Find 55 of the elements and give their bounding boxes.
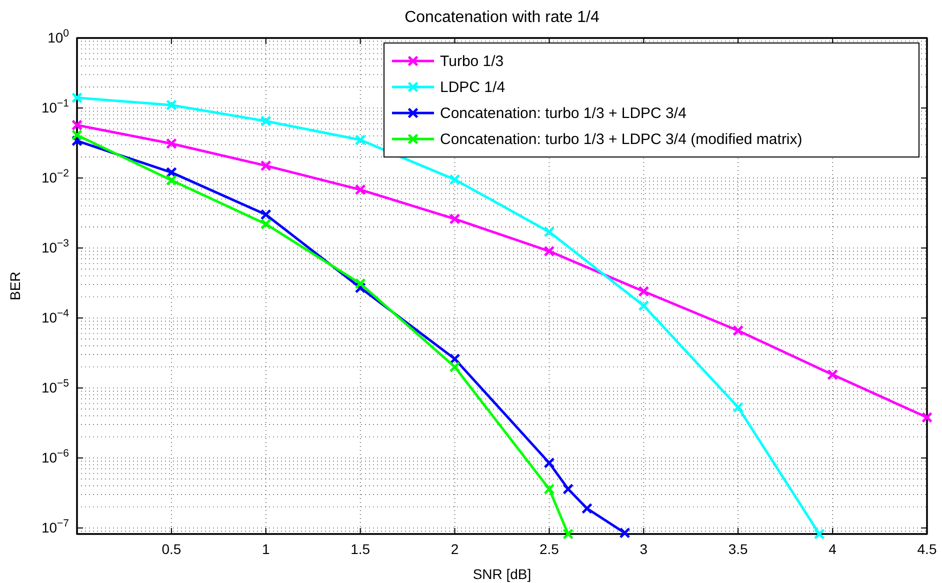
point (732, 325, 744, 336)
point (71, 120, 83, 131)
point (71, 130, 83, 141)
x-axis-title: SNR [dB] (472, 566, 532, 582)
point (260, 218, 272, 230)
y-tick-label: 10$^{−4}$ (41, 307, 70, 326)
point (354, 134, 366, 146)
point (354, 278, 366, 290)
point (562, 483, 574, 495)
y-tick-label: 10$^{−3}$ (41, 237, 70, 256)
y-tick-label: 10$^{−7}$ (41, 517, 70, 536)
point (732, 402, 744, 413)
point (449, 174, 460, 186)
point (562, 528, 574, 540)
y-axis-title: BER (7, 272, 23, 300)
point (638, 286, 650, 297)
point (354, 184, 366, 196)
legend-label: Concatenation: turbo 1/3 + LDPC 3/4 (modified matrix) (440, 131, 802, 148)
y-tick-label: 10$^{−1}$ (41, 97, 70, 116)
x-tick-label: 1.5 (350, 540, 370, 557)
point (638, 300, 650, 312)
x-tick-label: 4.5 (917, 540, 937, 557)
x-tick-label: 3 (640, 540, 648, 557)
legend-label: Turbo 1/3 (440, 53, 504, 70)
y-tick-label: 10$^{−2}$ (41, 167, 70, 186)
point (544, 457, 555, 468)
x-tick-label: 2 (450, 540, 459, 557)
x-tick-label: 4 (828, 540, 837, 557)
point (166, 138, 177, 150)
point (619, 527, 630, 538)
point (814, 528, 825, 540)
point (260, 116, 272, 127)
legend-label: LDPC 1/4 (440, 79, 506, 96)
x-tick-label: 1 (262, 540, 270, 557)
legend-label: Concatenation: turbo 1/3 + LDPC 3/4 (440, 105, 686, 122)
x-tick-label: 0.5 (162, 540, 182, 557)
y-tick-label: 10$^{0}$ (48, 27, 70, 46)
x-tick-label: 2.5 (539, 540, 560, 557)
y-tick-label: 10$^{−5}$ (41, 377, 70, 396)
point (260, 209, 272, 220)
point (544, 483, 555, 495)
point (449, 361, 460, 372)
point (581, 502, 593, 514)
y-tick-label: 10$^{−6}$ (41, 447, 70, 466)
point (260, 160, 272, 172)
x-tick-label: 3.5 (728, 540, 748, 557)
chart-title: Concatenation with rate 1/4 (404, 9, 600, 26)
point (71, 92, 83, 104)
point (544, 226, 555, 238)
point (544, 246, 555, 257)
point (827, 369, 838, 380)
point (449, 213, 460, 224)
point (166, 100, 177, 111)
point (166, 174, 177, 186)
point (921, 412, 933, 423)
